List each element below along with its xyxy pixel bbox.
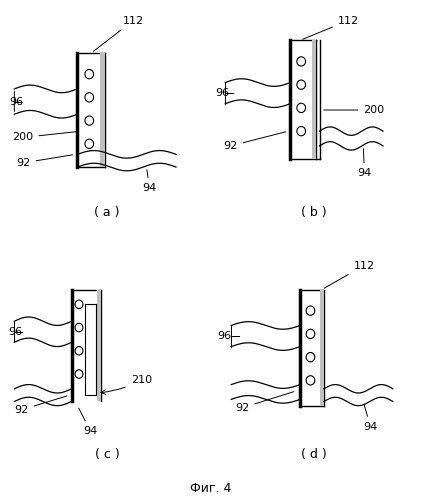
Text: 112: 112 <box>93 15 144 51</box>
Text: 96: 96 <box>217 331 232 341</box>
Text: 210: 210 <box>101 375 152 394</box>
Text: 92: 92 <box>14 396 67 415</box>
Text: 200: 200 <box>12 131 79 143</box>
Text: 92: 92 <box>235 392 293 413</box>
Text: ( d ): ( d ) <box>301 449 327 462</box>
Bar <box>100 53 105 167</box>
Text: ( a ): ( a ) <box>94 206 120 219</box>
Text: ( b ): ( b ) <box>301 206 327 219</box>
Text: 92: 92 <box>16 155 73 168</box>
Text: 92: 92 <box>223 132 286 151</box>
Text: 200: 200 <box>324 105 384 115</box>
Text: Фиг. 4: Фиг. 4 <box>190 482 231 495</box>
Bar <box>312 40 316 159</box>
Text: 112: 112 <box>324 260 375 288</box>
Text: 94: 94 <box>363 404 378 432</box>
Text: 94: 94 <box>79 408 98 436</box>
Text: 112: 112 <box>303 15 359 39</box>
Text: 96: 96 <box>8 327 23 337</box>
Text: 94: 94 <box>142 170 157 193</box>
Bar <box>97 289 101 402</box>
Text: 94: 94 <box>357 149 372 178</box>
Text: 96: 96 <box>216 88 229 98</box>
Text: 96: 96 <box>9 97 24 107</box>
Bar <box>320 289 324 406</box>
Text: ( c ): ( c ) <box>95 449 120 462</box>
